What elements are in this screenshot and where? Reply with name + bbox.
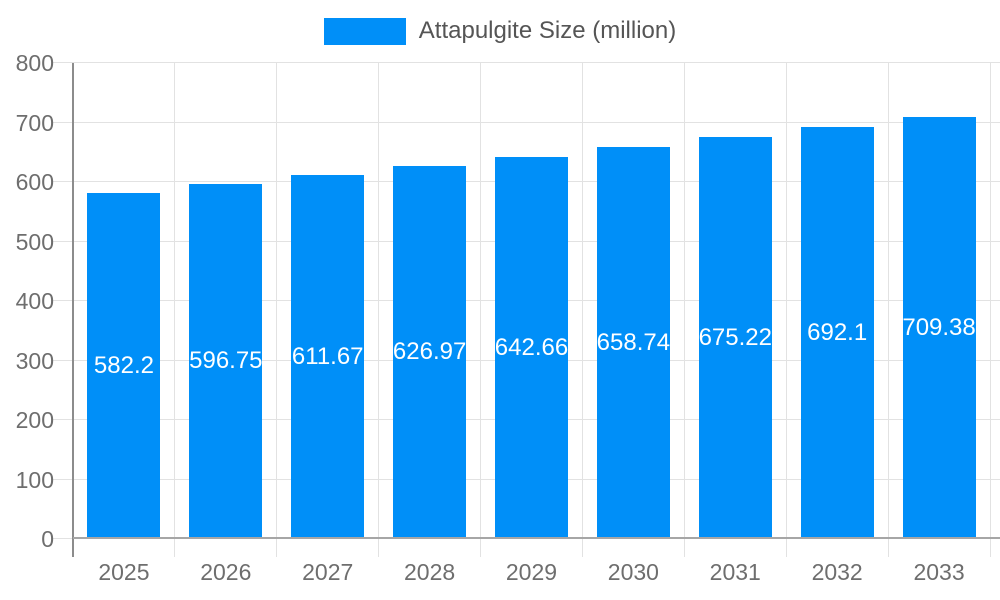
v-gridline bbox=[174, 63, 176, 557]
v-gridline bbox=[276, 63, 278, 557]
h-gridline bbox=[53, 121, 1000, 123]
bar: 709.38 bbox=[902, 116, 976, 539]
legend: Attapulgite Size (million) bbox=[0, 16, 1000, 46]
x-tick-label: 2026 bbox=[200, 559, 252, 585]
bar-value-label: 611.67 bbox=[291, 343, 364, 371]
y-tick-label: 0 bbox=[41, 526, 54, 552]
x-tick-label: 2028 bbox=[404, 559, 456, 585]
bar: 596.75 bbox=[189, 183, 263, 539]
x-tick-label: 2027 bbox=[302, 559, 354, 585]
bar-value-label: 626.97 bbox=[392, 338, 467, 366]
bar-value-label: 709.38 bbox=[902, 313, 976, 341]
bar-value-label: 596.75 bbox=[189, 347, 263, 375]
bar: 658.74 bbox=[597, 147, 670, 539]
x-tick-label: 2029 bbox=[505, 559, 558, 585]
x-tick-label: 2030 bbox=[607, 559, 659, 585]
v-gridline bbox=[989, 63, 991, 557]
y-tick-label: 300 bbox=[15, 347, 54, 374]
y-tick-label: 400 bbox=[15, 288, 54, 314]
x-tick-label: 2031 bbox=[709, 559, 761, 585]
bar: 692.1 bbox=[800, 127, 874, 539]
legend-label: Attapulgite Size (million) bbox=[418, 17, 677, 44]
y-tick-label: 200 bbox=[15, 407, 54, 433]
v-gridline bbox=[785, 63, 787, 557]
bar-value-label: 675.22 bbox=[698, 324, 772, 352]
bar-value-label: 642.66 bbox=[494, 333, 569, 361]
v-gridline bbox=[683, 63, 685, 557]
x-axis-line bbox=[73, 537, 1000, 539]
bar: 626.97 bbox=[392, 165, 467, 539]
bar: 675.22 bbox=[699, 137, 772, 539]
v-gridline bbox=[480, 63, 482, 557]
bar: 611.67 bbox=[291, 175, 365, 539]
v-gridline bbox=[378, 63, 380, 557]
bar-value-label: 658.74 bbox=[596, 329, 671, 357]
legend-swatch bbox=[323, 17, 406, 45]
y-tick-label: 700 bbox=[15, 109, 54, 136]
plot-area: 582.2 596.75 611.67 626.97 642.66 658.74 675.2… bbox=[53, 62, 1000, 557]
h-gridline bbox=[53, 62, 1000, 63]
x-tick-label: 2033 bbox=[913, 559, 965, 585]
v-gridline bbox=[581, 63, 583, 557]
bar: 642.66 bbox=[494, 156, 569, 539]
y-tick-label: 800 bbox=[15, 50, 54, 76]
x-tick-label: 2032 bbox=[811, 559, 863, 585]
y-tick-label: 100 bbox=[15, 466, 54, 493]
bar-value-label: 692.1 bbox=[807, 319, 868, 347]
v-gridline bbox=[887, 63, 889, 557]
y-tick-label: 500 bbox=[15, 228, 54, 255]
y-axis-line bbox=[72, 63, 74, 557]
bar: 582.2 bbox=[87, 192, 161, 539]
x-tick-label: 2025 bbox=[98, 559, 150, 585]
bar-value-label: 582.2 bbox=[93, 351, 154, 379]
y-tick-label: 600 bbox=[15, 169, 54, 195]
